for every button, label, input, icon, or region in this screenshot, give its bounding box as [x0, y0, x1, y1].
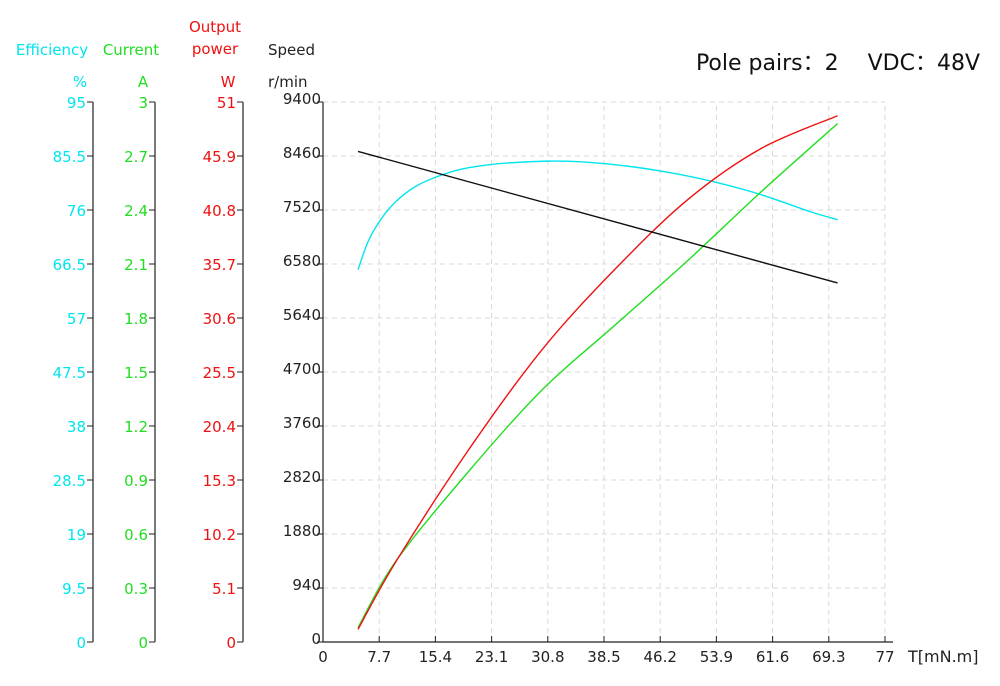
current-tick-label: 1.8 [124, 310, 148, 328]
x-tick-label: 7.7 [367, 648, 391, 666]
current-tick-label: 0.6 [124, 526, 148, 544]
x-tick-label: 61.6 [756, 648, 789, 666]
header-info: Pole pairs：2 VDC：48V [696, 51, 980, 76]
x-tick-label: 23.1 [475, 648, 508, 666]
current-tick-label: 1.5 [124, 364, 148, 382]
current-axis-unit: A [138, 73, 149, 91]
speed-tick-label: 5640 [283, 306, 321, 324]
current-axis-title: Current [103, 41, 159, 59]
efficiency-curve [357, 160, 838, 270]
efficiency-tick-label: 19 [67, 526, 86, 544]
x-tick-label: 46.2 [643, 648, 676, 666]
x-tick-label: 77 [875, 648, 894, 666]
power-tick-label: 10.2 [203, 526, 236, 544]
x-tick-label: 15.4 [419, 648, 452, 666]
efficiency-tick-label: 85.5 [53, 148, 86, 166]
power-curve [357, 115, 838, 630]
power-tick-label: 0 [226, 634, 236, 652]
x-tick-label: 30.8 [531, 648, 564, 666]
x-tick-label: 38.5 [587, 648, 620, 666]
efficiency-tick-label: 47.5 [53, 364, 86, 382]
efficiency-tick-label: 57 [67, 310, 86, 328]
current-tick-label: 2.4 [124, 202, 148, 220]
speed-tick-label: 8460 [283, 144, 321, 162]
power-tick-label: 25.5 [203, 364, 236, 382]
vdc-label: VDC：48V [868, 51, 980, 76]
efficiency-axis-title: Efficiency [16, 41, 88, 59]
efficiency-tick-label: 95 [67, 94, 86, 112]
current-tick-label: 0.3 [124, 580, 148, 598]
power-axis-title-line2: power [192, 40, 239, 58]
current-tick-label: 0 [138, 634, 148, 652]
x-tick-label: 69.3 [812, 648, 845, 666]
pole-pairs-label: Pole pairs：2 [696, 51, 839, 76]
power-tick-label: 51 [217, 94, 236, 112]
efficiency-tick-label: 38 [67, 418, 86, 436]
efficiency-tick-label: 28.5 [53, 472, 86, 490]
speed-tick-label: 0 [311, 630, 321, 648]
speed-tick-label: 3760 [283, 414, 321, 432]
power-tick-label: 30.6 [203, 310, 236, 328]
power-tick-label: 45.9 [203, 148, 236, 166]
speed-tick-label: 1880 [283, 522, 321, 540]
efficiency-axis-unit: % [73, 73, 87, 91]
current-tick-label: 2.1 [124, 256, 148, 274]
current-curve [357, 123, 839, 628]
power-axis-unit: W [221, 73, 236, 91]
speed-tick-label: 7520 [283, 198, 321, 216]
series-lines [357, 115, 839, 630]
power-tick-label: 15.3 [203, 472, 236, 490]
speed-tick-label: 4700 [283, 360, 321, 378]
x-axis-label: T[mN.m] [907, 647, 978, 666]
speed-tick-label: 9400 [283, 90, 321, 108]
x-tick-label: 53.9 [700, 648, 733, 666]
grid [323, 101, 886, 642]
speed-tick-label: 2820 [283, 468, 321, 486]
efficiency-tick-label: 76 [67, 202, 86, 220]
efficiency-tick-label: 0 [76, 634, 86, 652]
current-tick-label: 2.7 [124, 148, 148, 166]
power-tick-label: 20.4 [203, 418, 236, 436]
efficiency-tick-label: 66.5 [53, 256, 86, 274]
efficiency-tick-label: 9.5 [62, 580, 86, 598]
power-tick-label: 35.7 [203, 256, 236, 274]
current-tick-label: 3 [138, 94, 148, 112]
speed-axis-title: Speed [268, 41, 315, 59]
x-tick-label: 0 [318, 648, 328, 666]
power-tick-label: 5.1 [212, 580, 236, 598]
axes: 0 7.7 15.4 23.1 30.8 38.5 46.2 53.9 61.6 69.3 77 T[… [16, 18, 979, 666]
current-tick-label: 0.9 [124, 472, 148, 490]
speed-tick-label: 940 [292, 576, 321, 594]
speed-curve [357, 150, 838, 284]
current-tick-label: 1.2 [124, 418, 148, 436]
speed-axis-unit: r/min [268, 73, 308, 91]
power-axis-title-line1: Output [189, 18, 241, 36]
speed-tick-label: 6580 [283, 252, 321, 270]
power-tick-label: 40.8 [203, 202, 236, 220]
